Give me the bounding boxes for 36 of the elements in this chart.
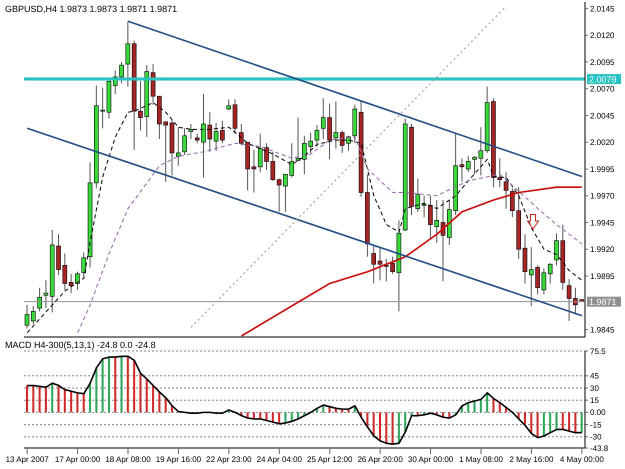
y-tick-label: 2.0070 [590, 84, 616, 94]
x-tick-label: 18 Apr 08:00 [105, 455, 152, 464]
x-tick-label: 19 Apr 16:00 [156, 455, 202, 464]
x-tick-label: 26 Apr 20:00 [357, 455, 404, 464]
x-tick-label: 2 May 16:00 [509, 455, 554, 464]
y-tick-label: 1.9920 [590, 245, 616, 254]
y-tick-label: 75.5 [590, 346, 606, 356]
x-tick-label: 22 Apr 23:00 [206, 455, 252, 464]
x-tick-label: 4 May 00:00 [560, 455, 604, 464]
ref-line-label: 1.9871 [589, 297, 617, 308]
y-tick-label: 1.9895 [590, 272, 616, 281]
y-tick-label: 1.9845 [590, 325, 616, 334]
y-tick-label: 1.9945 [590, 218, 616, 228]
y-tick-label: 45 [590, 372, 600, 381]
y-tick-label: 1.9995 [590, 164, 616, 174]
x-tick-label: 24 Apr 04:00 [256, 455, 303, 464]
y-tick-label: 2.0045 [590, 111, 616, 120]
x-tick-label: 13 Apr 2007 [6, 455, 50, 464]
x-tick-label: 17 Apr 00:00 [54, 455, 101, 464]
y-tick-label: 2.0095 [590, 58, 616, 67]
y-tick-label: 2.0145 [590, 4, 616, 14]
y-tick-label: -15 [590, 420, 602, 430]
chart-title: GBPUSD,H4 1.9873 1.9873 1.9871 1.9871 [5, 4, 178, 14]
x-tick-label: 25 Apr 12:00 [307, 455, 353, 464]
y-tick-label: 1.9970 [590, 192, 616, 201]
x-tick-label: 1 May 08:00 [458, 455, 504, 464]
y-tick-label: 30 [590, 384, 600, 393]
y-tick-label: 2.0120 [590, 31, 616, 40]
y-tick-label: 2.0020 [590, 138, 616, 148]
ref-line-label: 2.0079 [589, 74, 617, 85]
y-tick-label: 15 [590, 396, 600, 406]
chart-title: MACD H4-300(5,13,1) -24.8 0.0 -24.8 [5, 340, 156, 350]
x-tick-label: 30 Apr 00:00 [408, 455, 454, 464]
y-tick-label: 0.00 [590, 408, 606, 418]
y-tick-label: -30 [590, 432, 602, 442]
y-tick-label: -43.8 [590, 444, 609, 453]
